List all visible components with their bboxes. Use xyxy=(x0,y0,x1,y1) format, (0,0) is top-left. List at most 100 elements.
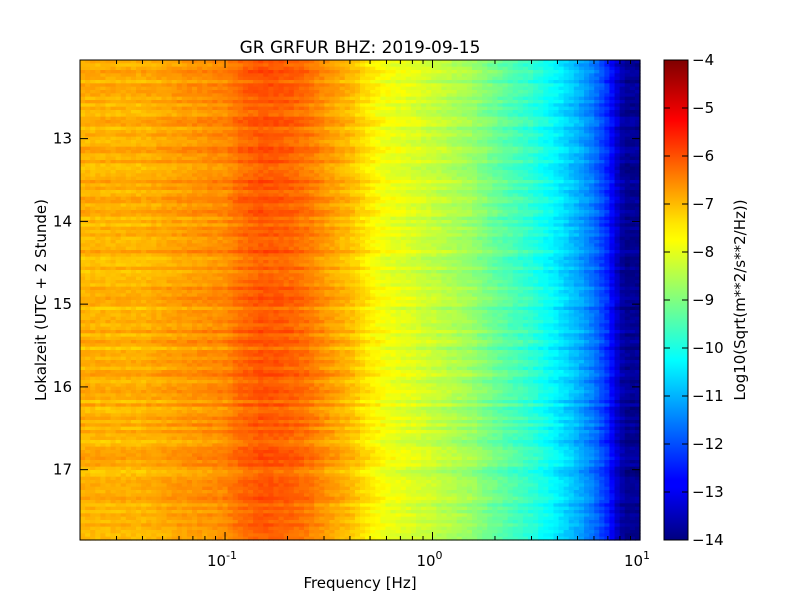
spectrogram-cell xyxy=(416,60,422,64)
spectrogram-cell xyxy=(441,93,448,98)
spectrogram-cell xyxy=(589,73,595,78)
spectrogram-cell xyxy=(502,73,509,78)
spectrogram-cell xyxy=(507,76,514,81)
spectrogram-cell xyxy=(487,103,493,108)
spectrogram-cell xyxy=(268,66,275,71)
spectrogram-cell xyxy=(410,80,417,84)
spectrogram-cell xyxy=(80,80,86,84)
spectrogram-cell xyxy=(410,100,417,104)
spectrogram-cell xyxy=(293,76,300,81)
spectrogram-cell xyxy=(578,96,585,101)
spectrogram-cell xyxy=(395,103,402,108)
spectrogram-cell xyxy=(115,66,122,71)
spectrogram-cell xyxy=(263,66,269,71)
spectrogram-cell xyxy=(293,90,300,94)
spectrogram-cell xyxy=(522,86,529,91)
spectrogram-cell xyxy=(558,63,565,68)
spectrogram-cell xyxy=(619,103,626,108)
spectrogram-cell xyxy=(329,66,336,71)
spectrogram-cell xyxy=(273,106,280,111)
spectrogram-cell xyxy=(360,93,366,98)
spectrogram-cell xyxy=(619,66,626,71)
spectrogram-cell xyxy=(309,70,315,74)
spectrogram-cell xyxy=(146,83,152,88)
spectrogram-cell xyxy=(80,63,86,68)
spectrogram-cell xyxy=(258,103,264,108)
spectrogram-cell xyxy=(558,70,565,74)
spectrogram-cell xyxy=(451,93,458,98)
spectrogram-cell xyxy=(324,103,331,108)
spectrogram-cell xyxy=(609,103,616,108)
spectrogram-cell xyxy=(186,73,193,78)
spectrogram-cell xyxy=(176,73,183,78)
spectrogram-cell xyxy=(125,76,132,81)
spectrogram-cell xyxy=(507,60,514,64)
spectrogram-cell xyxy=(181,86,188,91)
spectrogram-cell xyxy=(237,63,244,68)
spectrogram-cell xyxy=(461,103,468,108)
spectrogram-cell xyxy=(314,100,320,104)
spectrogram-cell xyxy=(584,63,590,68)
spectrogram-cell xyxy=(421,70,427,74)
spectrogram-cell xyxy=(115,86,122,91)
spectrogram-cell xyxy=(624,60,631,64)
spectrogram-cell xyxy=(563,70,570,74)
spectrogram-cell xyxy=(141,60,147,64)
spectrogram-cell xyxy=(161,93,168,98)
spectrogram-cell xyxy=(207,80,213,84)
spectrogram-cell xyxy=(95,86,101,91)
spectrogram-cell xyxy=(390,76,397,81)
spectrogram-cell xyxy=(278,106,285,111)
spectrogram-cell xyxy=(538,66,544,71)
spectrogram-cell xyxy=(105,66,112,71)
spectrogram-cell xyxy=(197,70,203,74)
spectrogram-cell xyxy=(207,73,213,78)
spectrogram-cell xyxy=(573,70,580,74)
spectrogram-cell xyxy=(344,83,351,88)
spectrogram-cell xyxy=(197,103,203,108)
spectrogram-cell xyxy=(100,83,107,88)
spectrogram-cell xyxy=(558,90,565,94)
spectrogram-cell xyxy=(283,96,290,101)
spectrogram-cell xyxy=(573,73,580,78)
spectrogram-cell xyxy=(573,63,580,68)
spectrogram-cell xyxy=(217,93,224,98)
spectrogram-cell xyxy=(293,86,300,91)
spectrogram-cell xyxy=(395,80,402,84)
spectrogram-cell xyxy=(222,83,229,88)
spectrogram-cell xyxy=(385,86,392,91)
spectrogram-cell xyxy=(629,103,636,108)
spectrogram-cell xyxy=(227,83,234,88)
spectrogram-plot-area xyxy=(79,59,641,541)
spectrogram-cell xyxy=(237,96,244,101)
spectrogram-cell xyxy=(528,103,534,108)
spectrogram-cell xyxy=(95,106,101,111)
spectrogram-cell xyxy=(421,93,427,98)
spectrogram-cell xyxy=(232,70,239,74)
spectrogram-cell xyxy=(288,83,295,88)
spectrogram-cell xyxy=(288,76,295,81)
spectrogram-cell xyxy=(553,60,560,64)
spectrogram-cell xyxy=(466,80,473,84)
spectrogram-cell xyxy=(451,70,458,74)
spectrogram-cell xyxy=(507,90,514,94)
spectrogram-cell xyxy=(283,103,290,108)
spectrogram-cell xyxy=(115,96,122,101)
spectrogram-cell xyxy=(171,76,178,81)
spectrogram-cell xyxy=(100,63,107,68)
spectrogram-cell xyxy=(105,76,112,81)
spectrogram-cell xyxy=(192,83,198,88)
spectrogram-cell xyxy=(181,83,188,88)
spectrogram-cell xyxy=(161,63,168,68)
spectrogram-cell xyxy=(156,93,163,98)
spectrogram-cell xyxy=(136,86,142,91)
spectrogram-cell xyxy=(273,63,280,68)
spectrogram-cell xyxy=(222,86,229,91)
spectrogram-cell xyxy=(217,63,224,68)
spectrogram-cell xyxy=(232,73,239,78)
spectrogram-cell xyxy=(553,66,560,71)
spectrogram-cell xyxy=(227,93,234,98)
spectrogram-cell xyxy=(410,73,417,78)
spectrogram-cell xyxy=(431,60,437,64)
spectrogram-cell xyxy=(451,100,458,104)
